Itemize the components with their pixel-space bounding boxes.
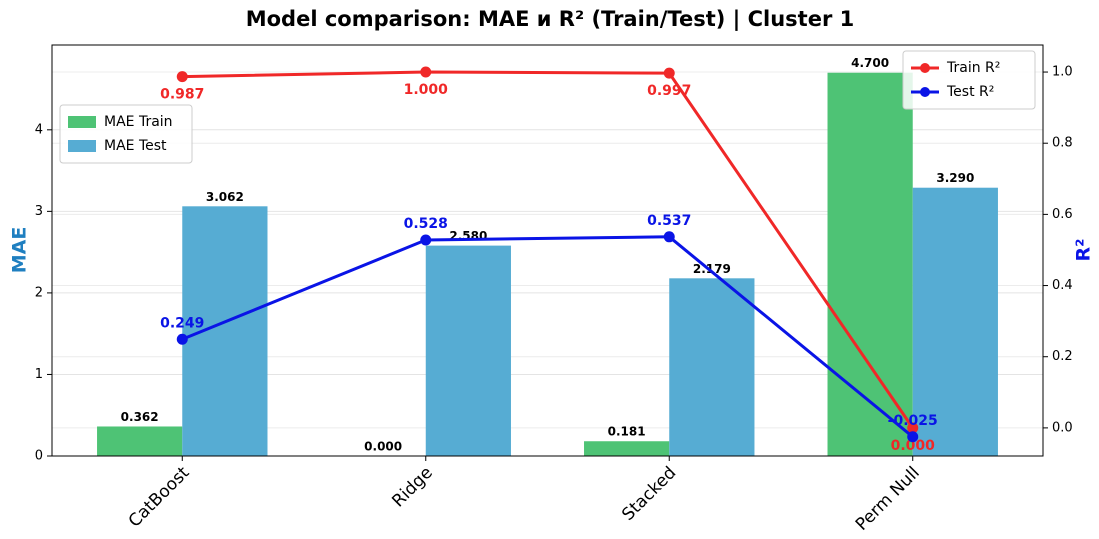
x-tick-label: CatBoost [125, 463, 194, 532]
y2-tick-label: 0.8 [1052, 136, 1073, 151]
plot-frame [51, 44, 1044, 457]
line-value-label: 0.987 [160, 87, 204, 103]
y2-tick-label: 0.6 [1052, 207, 1073, 222]
legend-box [902, 50, 1036, 110]
y2-tick-label: 0.0 [1052, 420, 1073, 435]
bar [827, 72, 913, 456]
legend-swatch [68, 140, 96, 152]
legend-swatch [68, 116, 96, 128]
line-value-label: 0.997 [647, 83, 691, 99]
legend-label: Test R² [946, 84, 994, 100]
line [181, 235, 914, 438]
bar [182, 206, 268, 456]
y-tick-label: 3 [35, 204, 43, 219]
bar [912, 187, 998, 457]
y-tick-label: 4 [35, 122, 43, 137]
line-value-label: 0.528 [404, 216, 448, 232]
line-value-label: -0.025 [888, 413, 938, 429]
bar-value-label: 3.062 [206, 190, 244, 204]
bar-value-label: 0.362 [121, 410, 159, 424]
line-marker [420, 234, 432, 246]
line-marker [420, 66, 432, 78]
legend-swatch [920, 63, 930, 73]
bar-value-label: 3.290 [936, 171, 974, 185]
chart-title: Model comparison: MAE и R² (Train/Test) … [246, 7, 855, 32]
y-tick-label: 0 [35, 449, 43, 464]
line [182, 70, 914, 429]
line-marker [176, 71, 188, 83]
line-marker [907, 422, 919, 434]
line-value-label: 0.000 [891, 438, 936, 454]
bar [97, 426, 183, 456]
bar-value-label: 0.181 [608, 425, 646, 439]
bar-value-label: 0.000 [364, 440, 402, 454]
y2-axis-label: R² [1073, 239, 1095, 262]
line-marker [663, 67, 675, 79]
y-tick-label: 2 [35, 285, 43, 300]
line-value-label: 1.000 [404, 82, 449, 98]
bar [669, 278, 755, 456]
x-tick-label: Stacked [618, 463, 680, 525]
legend-label: MAE Train [104, 114, 173, 130]
x-tick-label: Ridge [388, 463, 436, 511]
line-value-label: 0.537 [647, 213, 691, 229]
y2-tick-label: 0.2 [1052, 349, 1073, 364]
bar [425, 245, 511, 456]
legend-swatch [920, 87, 930, 97]
line-marker [176, 333, 188, 345]
legend-label: MAE Test [104, 138, 167, 154]
y-tick-label: 1 [35, 367, 43, 382]
line-value-label: 0.249 [160, 315, 204, 331]
legend-label: Train R² [946, 60, 1000, 76]
y-axis-label: MAE [9, 227, 31, 274]
line-marker [907, 431, 919, 443]
bar [584, 441, 670, 456]
bar-value-label: 4.700 [851, 56, 889, 70]
line-marker [663, 231, 675, 243]
y2-tick-label: 1.0 [1052, 65, 1073, 80]
y2-tick-label: 0.4 [1052, 278, 1073, 293]
x-tick-label: Perm Null [852, 463, 924, 535]
